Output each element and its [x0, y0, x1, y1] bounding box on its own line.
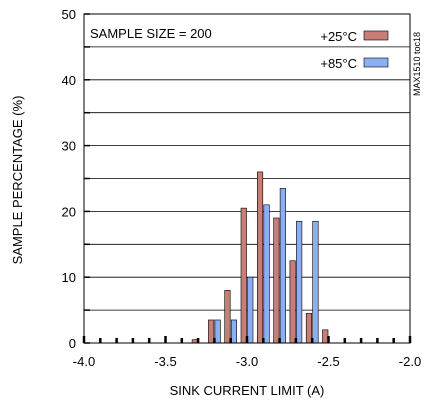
bar-25c [305, 313, 313, 344]
bar-25c [256, 171, 264, 344]
legend-swatch-85c [363, 57, 389, 68]
y-tick-label: 40 [62, 73, 76, 88]
y-tick-label: 20 [62, 204, 76, 219]
x-tick-label: -3.5 [154, 354, 176, 369]
bar-85c [230, 319, 237, 344]
x-axis-label: SINK CURRENT LIMIT (A) [170, 383, 325, 398]
bar-85c [214, 319, 221, 344]
legend-label-25c: +25°C [320, 29, 357, 44]
y-tick-label: 10 [62, 270, 76, 285]
y-axis-label: SAMPLE PERCENTAGE (%) [10, 96, 25, 265]
bar-25c [240, 207, 247, 344]
bar-25c [273, 217, 280, 344]
figure-id: MAX1510 toc18 [412, 32, 422, 96]
bar-85c [279, 188, 286, 344]
y-tick-label: 30 [62, 139, 76, 154]
bar-25c [289, 260, 296, 344]
tick-labels: -4.0 -3.5 -3.0 -2.5 -2.0 0 10 20 30 40 50 [62, 7, 422, 369]
x-tick-label: -2.5 [317, 354, 339, 369]
bar-85c [296, 220, 303, 344]
bar-85c [247, 276, 254, 344]
x-tick-label: -3.0 [236, 354, 258, 369]
grid-lines [84, 46, 410, 311]
bar-85c [312, 220, 319, 344]
bar-25c [322, 329, 329, 344]
sample-size-annotation: SAMPLE SIZE = 200 [90, 26, 212, 41]
y-tick-label: 0 [69, 336, 76, 351]
bar-85c [263, 204, 270, 344]
x-tick-label: -4.0 [73, 354, 95, 369]
axes [82, 13, 412, 344]
y-tick-label: 50 [62, 7, 76, 22]
bar-25c [224, 290, 231, 344]
legend-label-85c: +85°C [320, 56, 357, 71]
legend: +25°C +85°C [320, 29, 389, 71]
x-tick-label: -2.0 [399, 354, 421, 369]
legend-swatch-25c [363, 30, 389, 41]
bars-layer [191, 171, 329, 344]
bar-25c [208, 319, 215, 344]
